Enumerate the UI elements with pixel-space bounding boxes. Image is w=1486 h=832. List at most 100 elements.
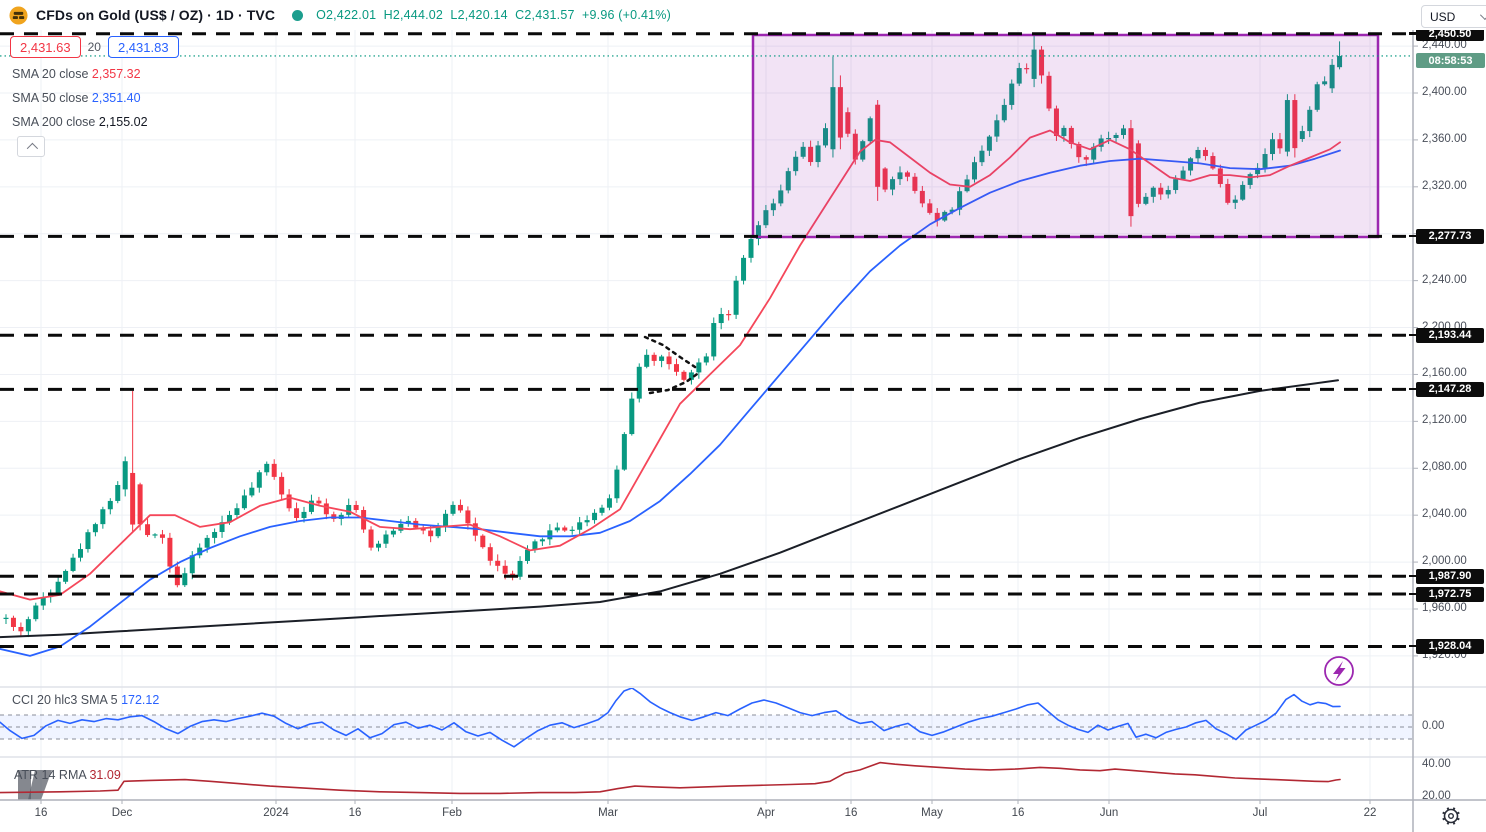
candle [1061, 127, 1067, 137]
series-line [0, 761, 1341, 795]
candle [398, 523, 404, 531]
candle [785, 171, 791, 191]
candle [1277, 139, 1283, 149]
candle [1158, 187, 1164, 195]
candle [718, 314, 724, 324]
candle [539, 539, 545, 542]
drawing-annotation[interactable] [648, 370, 702, 395]
candle [674, 364, 679, 372]
candle [703, 356, 709, 363]
candle [1135, 143, 1141, 204]
candle [1098, 138, 1104, 147]
currency-dropdown[interactable]: USD [1421, 5, 1486, 28]
candle [1024, 68, 1030, 70]
highlight-box[interactable] [753, 35, 1378, 237]
time-axis-label: May [921, 807, 943, 819]
candle [264, 463, 270, 473]
indicator-axis-label: 40.00 [1422, 758, 1451, 770]
candle [904, 172, 910, 177]
level-price-badge: 2,277.73 [1409, 228, 1484, 244]
candle [569, 529, 575, 531]
candle [271, 463, 277, 477]
candle [10, 617, 16, 627]
price-axis-label: 2,400.00 [1422, 86, 1467, 98]
symbol-toolbar: CFDs on Gold (US$ / OZ) · 1D · TVC O2,42… [0, 0, 1486, 30]
level-price-badge: 2,193.44 [1409, 327, 1484, 343]
candle [770, 203, 776, 211]
candle [480, 535, 486, 548]
candle [487, 547, 493, 561]
candle [301, 511, 307, 519]
candle [912, 176, 918, 191]
legend-cci-value: 172.12 [121, 693, 160, 707]
price-axis-label: 2,040.00 [1422, 508, 1467, 521]
chevron-down-icon [1479, 10, 1486, 21]
candle [294, 508, 300, 519]
candle [517, 560, 523, 577]
series-line [0, 379, 1339, 639]
candle [547, 530, 553, 540]
legend-collapse-button[interactable] [17, 136, 45, 157]
price-axis-label: 2,440.00 [1422, 39, 1467, 52]
candle [1292, 100, 1298, 149]
candle [159, 534, 165, 538]
price-axis-label: 2,240.00 [1422, 273, 1467, 286]
candle [1031, 49, 1037, 79]
candle [361, 510, 367, 530]
time-axis-label: Jun [1099, 807, 1119, 819]
candle [726, 314, 732, 316]
candle [986, 136, 992, 151]
candle [1001, 104, 1007, 121]
candle [390, 530, 396, 535]
candle [867, 118, 873, 142]
candle [1188, 158, 1194, 171]
gear-icon[interactable] [1443, 808, 1459, 824]
candle [1210, 156, 1216, 169]
candle [182, 573, 188, 586]
candle [1016, 68, 1022, 84]
candle [3, 617, 9, 619]
candle [919, 190, 925, 204]
legend-sma50: SMA 50 close 2,351.40 [12, 91, 141, 105]
candle [1046, 75, 1052, 109]
candle [1128, 128, 1134, 217]
candle [949, 209, 955, 212]
legend-atr-value: 31.09 [89, 768, 121, 782]
candle [189, 555, 195, 574]
sell-button[interactable]: 2,431.63 [10, 36, 81, 58]
chevron-up-icon [26, 142, 39, 154]
level-price-badge: 1,972.75 [1409, 586, 1484, 602]
candle [525, 549, 530, 561]
candle [1240, 184, 1246, 200]
candle [130, 472, 136, 525]
candle [204, 537, 210, 548]
symbol-title[interactable]: CFDs on Gold (US$ / OZ) · 1D · TVC [36, 7, 276, 23]
candle [33, 605, 39, 620]
drawing-annotation[interactable] [643, 335, 697, 369]
buy-button[interactable]: 2,431.83 [107, 36, 179, 58]
candle [78, 549, 83, 558]
candle [256, 472, 262, 488]
candle [644, 354, 650, 367]
legend-atr: ATR 14 RMA 31.09 [14, 768, 121, 782]
candle [748, 238, 754, 258]
time-axis-label: Mar [598, 807, 618, 819]
candle [778, 190, 784, 204]
candle [1091, 146, 1097, 160]
candle [316, 500, 322, 504]
candle [420, 527, 426, 531]
candle [852, 133, 858, 160]
candle [70, 557, 76, 571]
candle [1106, 138, 1112, 140]
level-price-badge: 1,987.90 [1409, 568, 1484, 584]
candle [823, 128, 828, 146]
time-axis-label: Feb [442, 807, 462, 819]
candle [1150, 187, 1156, 197]
candle [55, 581, 61, 594]
ohlc-values: O2,422.01 H2,444.02 L2,420.14 C2,431.57 … [316, 8, 671, 22]
candle [562, 527, 568, 531]
candle [1165, 190, 1171, 195]
candle [666, 356, 672, 365]
series-line [0, 129, 1341, 601]
